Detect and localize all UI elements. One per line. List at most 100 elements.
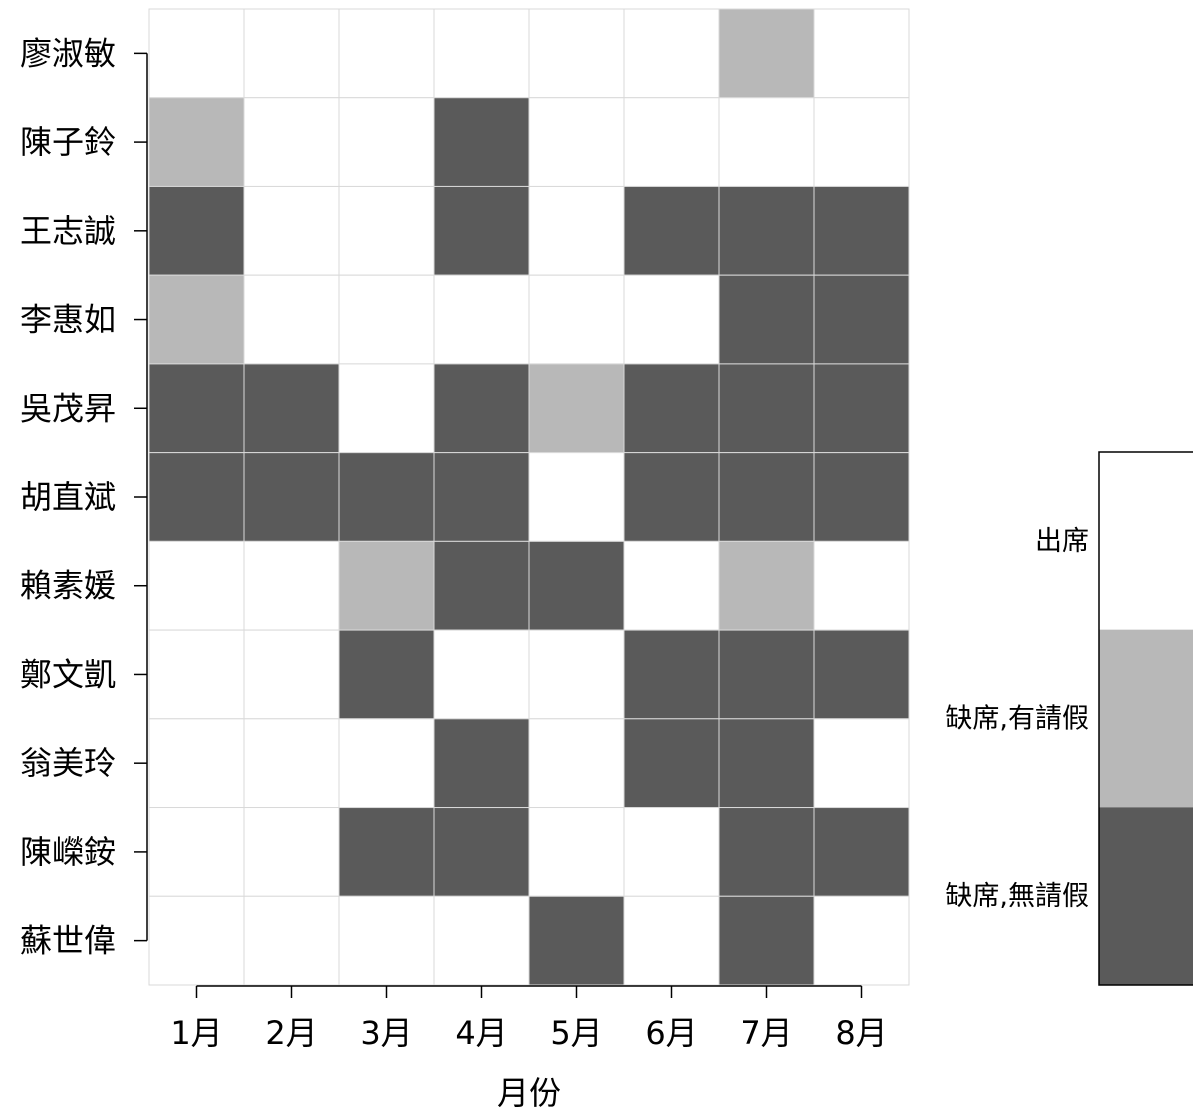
heatmap-cell [338,807,435,897]
heatmap-cell [433,718,530,809]
heatmap-cell [528,363,625,454]
heatmap-cell [718,540,815,631]
heatmap-cell [338,185,435,276]
x-axis-title: 月份 [497,1074,561,1112]
heatmap-cells [148,8,910,986]
heatmap-cell [623,895,720,986]
heatmap-cell [813,895,910,986]
y-tick-label: 蘇世偉 [20,922,116,960]
heatmap-cell [813,629,910,720]
legend-border [1098,451,1193,986]
heatmap-cell [528,97,625,187]
heatmap-cell [433,629,530,720]
heatmap-cell [243,274,340,365]
heatmap-cell [148,8,245,99]
x-tick-label: 5月 [550,1014,602,1052]
heatmap-cell [148,274,245,365]
x-tick-label: 4月 [455,1014,507,1052]
heatmap-cell [243,629,340,720]
heatmap-cell [718,452,815,542]
heatmap-cell [433,97,530,187]
heatmap-cell [338,363,435,454]
heatmap-cell [148,363,245,454]
heatmap-cell [718,718,815,809]
heatmap-cell [243,8,340,99]
heatmap-cell [528,807,625,897]
y-tick-label: 鄭文凱 [20,655,116,693]
heatmap-cell [813,8,910,99]
heatmap-cell [623,274,720,365]
legend-swatch [1099,452,1193,630]
x-tick-label: 1月 [170,1014,222,1052]
heatmap-cell [338,540,435,631]
x-tick-label: 8月 [835,1014,887,1052]
heatmap-cell [433,895,530,986]
heatmap-cell [718,363,815,454]
heatmap-cell [623,363,720,454]
heatmap-cell [338,274,435,365]
y-tick-label: 李惠如 [20,301,116,339]
heatmap-cell [623,629,720,720]
heatmap-cell [243,895,340,986]
heatmap-cell [528,895,625,986]
heatmap-cell [148,452,245,542]
legend-label: 出席 [1035,526,1089,557]
y-tick-label: 吳茂昇 [20,389,116,427]
heatmap-cell [813,452,910,542]
heatmap-cell [623,807,720,897]
heatmap-cell [528,452,625,542]
heatmap-cell [623,718,720,809]
heatmap-cell [623,8,720,99]
heatmap-cell [623,452,720,542]
heatmap-cell [813,97,910,187]
y-tick-label: 胡直斌 [20,478,116,516]
heatmap-cell [813,718,910,809]
heatmap-cell [718,895,815,986]
heatmap-cell [718,185,815,276]
y-tick-label: 陳嶸銨 [20,833,116,871]
heatmap-cell [433,8,530,99]
x-tick-label: 3月 [360,1014,412,1052]
heatmap-cell [433,807,530,897]
x-tick-label: 7月 [740,1014,792,1052]
heatmap-cell [243,807,340,897]
heatmap-cell [243,97,340,187]
x-axis: 1月 2月 3月 4月 5月 6月 7月 8月 [170,985,888,1052]
heatmap-cell [243,718,340,809]
heatmap-cell [813,274,910,365]
heatmap-cell [528,540,625,631]
heatmap-cell [623,185,720,276]
heatmap-cell [528,8,625,99]
x-tick-label: 6月 [645,1014,697,1052]
heatmap-cell [243,363,340,454]
y-tick-label: 陳子鈴 [20,123,116,161]
heatmap-cell [623,540,720,631]
legend-label: 缺席,有請假 [945,704,1089,735]
heatmap-cell [243,452,340,542]
heatmap-cell [433,540,530,631]
heatmap-cell [148,629,245,720]
legend-swatch [1099,629,1193,808]
legend-swatch [1099,807,1193,985]
y-tick-label: 翁美玲 [20,744,116,782]
heatmap-cell [338,8,435,99]
heatmap-cell [148,718,245,809]
x-tick-label: 2月 [265,1014,317,1052]
legend-label: 缺席,無請假 [945,881,1089,912]
heatmap-cell [813,807,910,897]
heatmap-cell [433,185,530,276]
heatmap-cell [338,895,435,986]
heatmap-cell [718,807,815,897]
heatmap-cell [433,274,530,365]
heatmap-cell [148,807,245,897]
heatmap-cell [813,185,910,276]
heatmap-cell [813,363,910,454]
heatmap-cell [528,718,625,809]
y-tick-label: 廖淑敏 [20,34,116,72]
heatmap-cell [718,97,815,187]
y-tick-label: 王志誠 [20,212,116,250]
heatmap-cell [338,629,435,720]
heatmap-cell [338,452,435,542]
heatmap-cell [433,452,530,542]
